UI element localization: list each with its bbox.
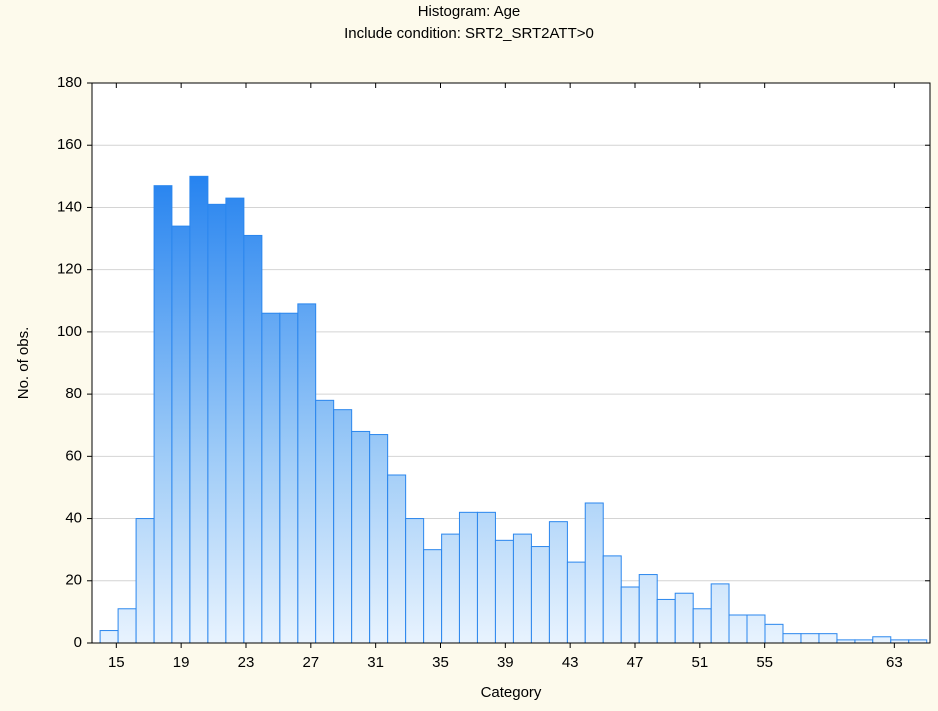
bar [656, 598, 676, 644]
ticks: 0 20 40 60 80 100 120 140 160 180 15 19 23 27 31 35 39 43… [57, 74, 930, 671]
bar [548, 521, 568, 644]
bar [153, 185, 173, 644]
bar [189, 175, 209, 644]
bar [423, 549, 443, 644]
bar [494, 539, 514, 644]
bar [279, 312, 299, 644]
bar [674, 592, 694, 644]
y-tick-label: 120 [57, 261, 82, 278]
bar [476, 511, 496, 644]
bar [710, 583, 730, 644]
bar [512, 533, 532, 644]
y-tick-label: 100 [57, 323, 82, 340]
bar [99, 630, 119, 644]
y-tick-label: 40 [65, 510, 82, 527]
x-tick-label: 35 [432, 654, 449, 671]
bar [782, 633, 802, 644]
bar [225, 197, 245, 644]
bar [297, 303, 317, 644]
bar [566, 561, 586, 644]
bar [117, 608, 137, 644]
bar [872, 636, 892, 644]
bar [333, 409, 353, 644]
x-tick-label: 51 [691, 654, 708, 671]
x-tick-label: 31 [367, 654, 384, 671]
x-tick-label: 23 [238, 654, 255, 671]
x-tick-label: 63 [886, 654, 903, 671]
bar [764, 623, 784, 644]
bar [530, 546, 550, 644]
y-tick-label: 80 [65, 385, 82, 402]
chart-subtitle: Include condition: SRT2_SRT2ATT>0 [344, 25, 594, 42]
y-tick-label: 140 [57, 198, 82, 215]
bar [746, 614, 766, 644]
bar [207, 203, 227, 644]
x-tick-label: 43 [562, 654, 579, 671]
bar [692, 608, 712, 644]
bar [369, 434, 389, 644]
x-tick-label: 19 [173, 654, 190, 671]
bar [171, 225, 191, 644]
bar [620, 586, 640, 644]
bar [315, 399, 335, 644]
y-tick-label: 160 [57, 136, 82, 153]
bar [602, 555, 622, 644]
y-tick-label: 0 [74, 634, 82, 651]
bar [405, 518, 425, 644]
y-tick-label: 20 [65, 572, 82, 589]
bar [351, 430, 371, 644]
x-tick-label: 15 [108, 654, 125, 671]
bar [728, 614, 748, 644]
bar [387, 474, 407, 644]
bars [99, 175, 928, 644]
bar [800, 633, 820, 644]
y-axis-label: No. of obs. [15, 327, 32, 400]
x-tick-label: 39 [497, 654, 514, 671]
bar [135, 518, 155, 644]
y-tick-label: 60 [65, 447, 82, 464]
chart-title: Histogram: Age [418, 3, 521, 20]
bar [261, 312, 281, 644]
bar [441, 533, 460, 644]
bar [584, 502, 604, 644]
y-tick-label: 180 [57, 74, 82, 91]
bar [818, 633, 838, 644]
bar [243, 234, 263, 644]
x-axis-label: Category [481, 684, 542, 701]
bar [458, 511, 478, 644]
x-tick-label: 27 [302, 654, 319, 671]
x-tick-label: 55 [756, 654, 773, 671]
x-tick-label: 47 [627, 654, 644, 671]
plot-frame [91, 82, 931, 644]
bar [638, 574, 658, 644]
